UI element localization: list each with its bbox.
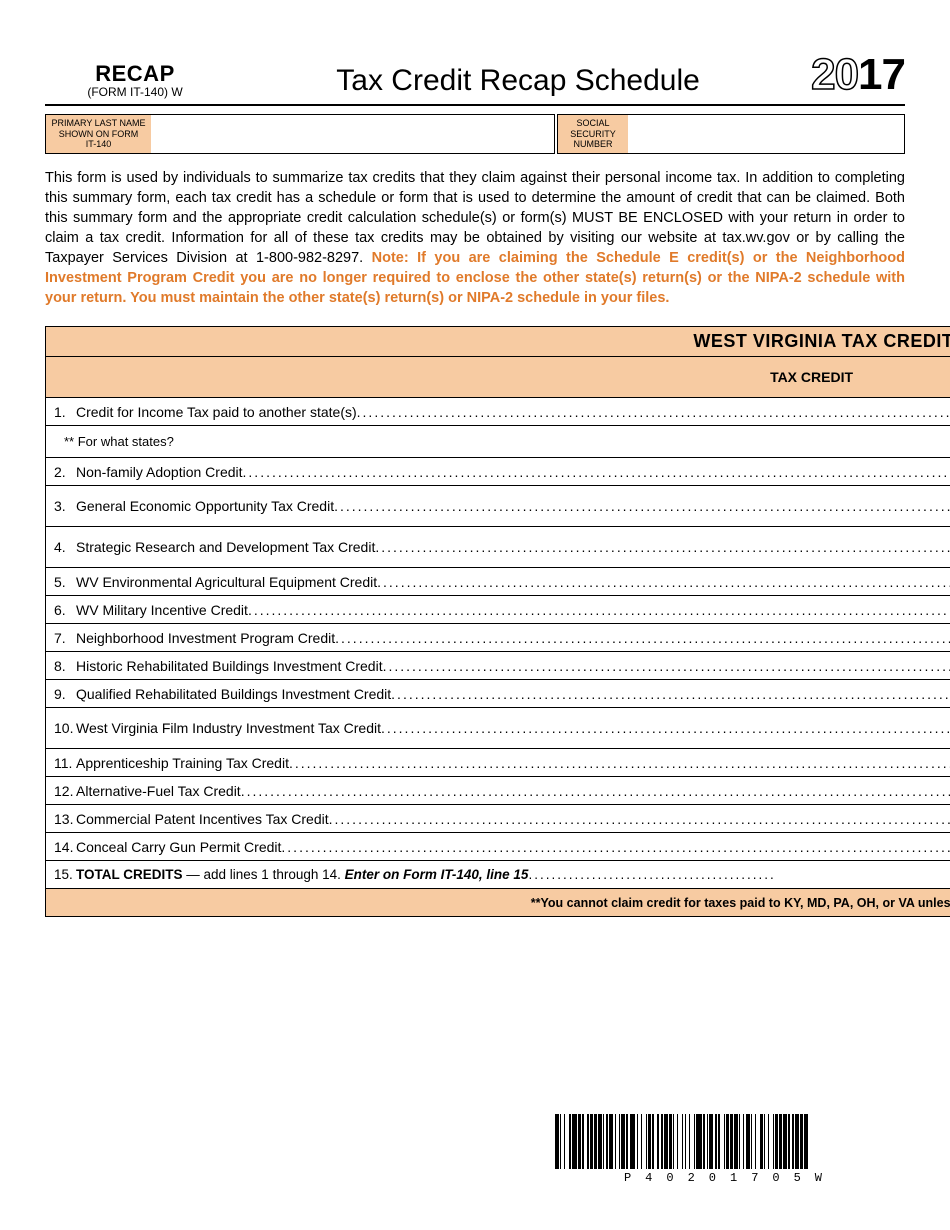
row-label: 4.Strategic Research and Development Tax…	[46, 527, 950, 568]
page-title: Tax Credit Recap Schedule	[225, 64, 811, 100]
row-label: 5.WV Environmental Agricultural Equipmen…	[46, 568, 950, 596]
table-row: 14.Conceal Carry Gun Permit Credit......…	[46, 833, 950, 861]
row-label: 3.General Economic Opportunity Tax Credi…	[46, 486, 950, 527]
row-label: 7.Neighborhood Investment Program Credit…	[46, 624, 950, 652]
ssn-box: SOCIAL SECURITY NUMBER	[557, 114, 905, 154]
table-row: 13.Commercial Patent Incentives Tax Cred…	[46, 805, 950, 833]
row-label: 11.Apprenticeship Training Tax Credit...…	[46, 749, 950, 777]
table-title-row: WEST VIRGINIA TAX CREDIT RECAP SCHEDULE	[46, 327, 950, 357]
name-field[interactable]	[151, 115, 554, 153]
table-title: WEST VIRGINIA TAX CREDIT RECAP SCHEDULE	[46, 327, 950, 357]
name-box: PRIMARY LAST NAME SHOWN ON FORM IT-140	[45, 114, 555, 154]
table-header-row: TAX CREDIT SCHEDULE APPLICABLE CREDIT	[46, 357, 950, 398]
barcode-graphic	[555, 1114, 905, 1169]
table-row: 11.Apprenticeship Training Tax Credit...…	[46, 749, 950, 777]
name-box-label: PRIMARY LAST NAME SHOWN ON FORM IT-140	[46, 115, 151, 153]
states-cell: ** For what states?	[46, 426, 950, 458]
row-label: 13.Commercial Patent Incentives Tax Cred…	[46, 805, 950, 833]
year-solid: 17	[858, 50, 905, 99]
table-row: 1.Credit for Income Tax paid to another …	[46, 398, 950, 426]
header: RECAP (FORM IT-140) W Tax Credit Recap S…	[45, 50, 905, 106]
recap-label: RECAP	[45, 61, 225, 86]
row-label: 8.Historic Rehabilitated Buildings Inves…	[46, 652, 950, 680]
footnote-row: **You cannot claim credit for taxes paid…	[46, 889, 950, 917]
header-left: RECAP (FORM IT-140) W	[45, 61, 225, 100]
recap-table: WEST VIRGINIA TAX CREDIT RECAP SCHEDULE …	[45, 326, 950, 917]
row-label: 1.Credit for Income Tax paid to another …	[46, 398, 950, 426]
ssn-box-label: SOCIAL SECURITY NUMBER	[558, 115, 628, 153]
barcode-area: P40201705W	[555, 1114, 905, 1185]
table-row: 6.WV Military Incentive Credit..........…	[46, 596, 950, 624]
row-label: 2.Non-family Adoption Credit............…	[46, 458, 950, 486]
table-row: 5.WV Environmental Agricultural Equipmen…	[46, 568, 950, 596]
row-label: 12.Alternative-Fuel Tax Credit..........…	[46, 777, 950, 805]
header-taxcredit: TAX CREDIT	[46, 357, 950, 398]
table-row: 12.Alternative-Fuel Tax Credit..........…	[46, 777, 950, 805]
table-row: 7.Neighborhood Investment Program Credit…	[46, 624, 950, 652]
table-row: 3.General Economic Opportunity Tax Credi…	[46, 486, 950, 527]
table-row: 2.Non-family Adoption Credit............…	[46, 458, 950, 486]
table-row: 4.Strategic Research and Development Tax…	[46, 527, 950, 568]
table-row: 10.West Virginia Film Industry Investmen…	[46, 708, 950, 749]
barcode-text: P40201705W	[555, 1171, 905, 1185]
row-label: 10.West Virginia Film Industry Investmen…	[46, 708, 950, 749]
identity-row: PRIMARY LAST NAME SHOWN ON FORM IT-140 S…	[45, 114, 905, 154]
total-row: 15.TOTAL CREDITS — add lines 1 through 1…	[46, 861, 950, 889]
table-row: 9.Qualified Rehabilitated Buildings Inve…	[46, 680, 950, 708]
footnote-text: **You cannot claim credit for taxes paid…	[46, 889, 950, 917]
table-row: 8.Historic Rehabilitated Buildings Inves…	[46, 652, 950, 680]
description-paragraph: This form is used by individuals to summ…	[45, 168, 905, 308]
states-row: ** For what states?	[46, 426, 950, 458]
form-page: RECAP (FORM IT-140) W Tax Credit Recap S…	[0, 0, 950, 1230]
row-label: 9.Qualified Rehabilitated Buildings Inve…	[46, 680, 950, 708]
total-label: 15.TOTAL CREDITS — add lines 1 through 1…	[46, 861, 950, 889]
row-label: 6.WV Military Incentive Credit..........…	[46, 596, 950, 624]
form-number: (FORM IT-140) W	[45, 86, 225, 100]
year-outline: 20	[811, 50, 858, 99]
row-label: 14.Conceal Carry Gun Permit Credit......…	[46, 833, 950, 861]
states-question: ** For what states?	[46, 426, 950, 457]
ssn-field[interactable]	[628, 115, 904, 153]
form-year: 2017	[811, 50, 905, 100]
